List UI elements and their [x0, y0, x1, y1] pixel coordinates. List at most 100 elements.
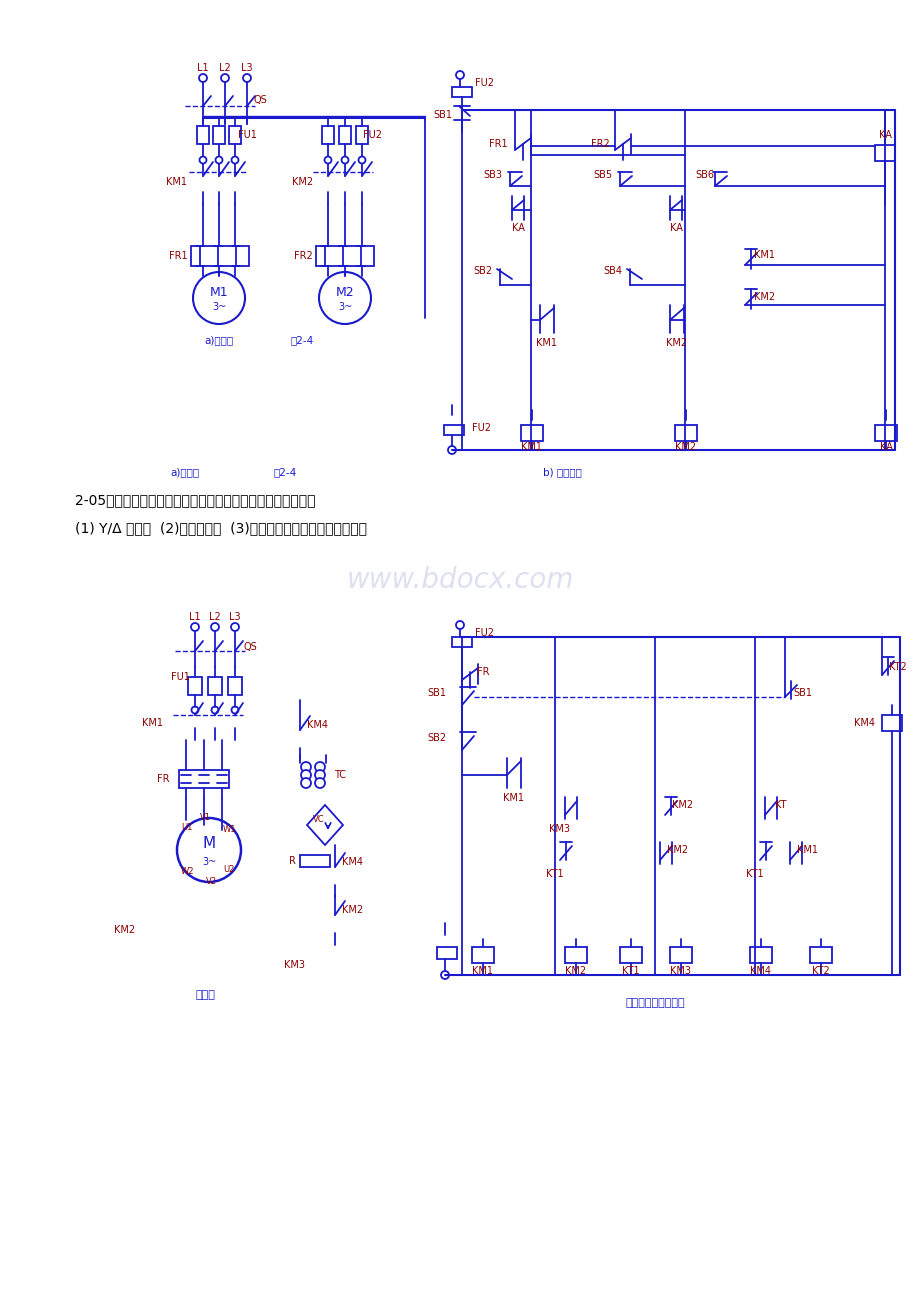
Circle shape — [314, 762, 324, 772]
Text: KM1: KM1 — [166, 177, 187, 187]
Text: FU2: FU2 — [475, 628, 494, 638]
Text: R: R — [289, 855, 295, 866]
Circle shape — [176, 818, 241, 881]
Bar — [179, 769, 229, 788]
Circle shape — [324, 156, 331, 164]
Text: KM4: KM4 — [342, 857, 363, 867]
Text: a)主电路: a)主电路 — [170, 467, 199, 477]
Text: V1: V1 — [199, 814, 210, 823]
Circle shape — [456, 72, 463, 79]
Bar — [356, 126, 368, 145]
Text: KT1: KT1 — [621, 966, 639, 976]
Circle shape — [301, 779, 311, 788]
Bar — [197, 126, 209, 145]
Circle shape — [191, 622, 199, 631]
Text: L3: L3 — [241, 62, 253, 73]
Bar — [874, 145, 894, 161]
Bar — [300, 855, 330, 867]
Circle shape — [193, 272, 244, 324]
Text: TC: TC — [334, 769, 346, 780]
Text: KA: KA — [878, 130, 891, 141]
Circle shape — [199, 156, 206, 164]
Text: U1: U1 — [181, 823, 192, 832]
Text: SB3: SB3 — [483, 171, 502, 180]
Text: SB1: SB1 — [792, 687, 811, 698]
Text: KA: KA — [879, 441, 891, 452]
Text: FR1: FR1 — [488, 139, 506, 148]
Text: FU2: FU2 — [475, 78, 494, 89]
Text: FU2: FU2 — [363, 130, 382, 141]
Text: KM2: KM2 — [672, 799, 693, 810]
Text: SB2: SB2 — [473, 266, 492, 276]
Text: KA: KA — [669, 223, 682, 233]
Text: KM3: KM3 — [549, 824, 570, 835]
Bar — [881, 715, 901, 730]
Text: FR: FR — [156, 773, 169, 784]
Circle shape — [210, 622, 219, 631]
Bar — [315, 246, 374, 266]
Text: QS: QS — [243, 642, 256, 652]
Text: SB6: SB6 — [695, 171, 714, 180]
Text: KM2: KM2 — [114, 924, 135, 935]
Circle shape — [231, 622, 239, 631]
Text: 题2-4: 题2-4 — [273, 467, 296, 477]
Polygon shape — [307, 805, 343, 845]
Text: QS: QS — [253, 95, 267, 105]
Text: W2: W2 — [180, 867, 194, 876]
Text: KM2: KM2 — [675, 441, 696, 452]
Text: KT1: KT1 — [745, 868, 763, 879]
Bar — [437, 947, 457, 960]
Text: M1: M1 — [210, 286, 228, 299]
Circle shape — [358, 156, 365, 164]
Text: L2: L2 — [209, 612, 221, 622]
Circle shape — [211, 707, 219, 713]
Text: KM2: KM2 — [565, 966, 586, 976]
Text: b) 控制电路: b) 控制电路 — [542, 467, 581, 477]
Bar — [229, 126, 241, 145]
Circle shape — [448, 447, 456, 454]
Text: KM1: KM1 — [142, 717, 164, 728]
Text: KT2: KT2 — [888, 661, 906, 672]
Bar — [471, 947, 494, 963]
Text: 3~: 3~ — [211, 302, 226, 312]
Text: 题2-4: 题2-4 — [290, 335, 313, 345]
Text: FR1: FR1 — [168, 251, 187, 260]
Text: L1: L1 — [197, 62, 209, 73]
Text: KM2: KM2 — [754, 292, 775, 302]
Text: KM2: KM2 — [342, 905, 363, 915]
Text: SB2: SB2 — [427, 733, 446, 743]
Bar — [187, 677, 202, 695]
Text: U2: U2 — [223, 866, 234, 875]
Text: SB1: SB1 — [433, 109, 452, 120]
Text: W1: W1 — [222, 825, 235, 835]
Bar — [191, 246, 249, 266]
Text: KM1: KM1 — [472, 966, 493, 976]
Bar — [809, 947, 831, 963]
Bar — [669, 947, 691, 963]
Text: KM1: KM1 — [797, 845, 818, 855]
Text: KM4: KM4 — [853, 717, 874, 728]
Text: FR: FR — [476, 667, 489, 677]
Text: www.bdocx.com: www.bdocx.com — [346, 566, 573, 594]
Text: SB4: SB4 — [603, 266, 622, 276]
Text: 3~: 3~ — [337, 302, 352, 312]
Text: FU2: FU2 — [472, 423, 491, 434]
Text: KT: KT — [775, 799, 786, 810]
Circle shape — [191, 707, 199, 713]
Text: KM4: KM4 — [307, 720, 328, 730]
Text: V2: V2 — [205, 878, 216, 887]
Text: KT2: KT2 — [811, 966, 829, 976]
Text: L1: L1 — [189, 612, 200, 622]
Bar — [338, 126, 351, 145]
Text: KM2: KM2 — [292, 177, 313, 187]
Text: KM3: KM3 — [670, 966, 691, 976]
Circle shape — [319, 272, 370, 324]
Text: L3: L3 — [229, 612, 241, 622]
Text: VC: VC — [312, 815, 324, 824]
Text: FU1: FU1 — [237, 130, 256, 141]
Circle shape — [314, 779, 324, 788]
Text: M: M — [202, 836, 215, 852]
Circle shape — [232, 707, 238, 713]
Text: FU1: FU1 — [170, 672, 189, 682]
Text: KM2: KM2 — [666, 845, 687, 855]
